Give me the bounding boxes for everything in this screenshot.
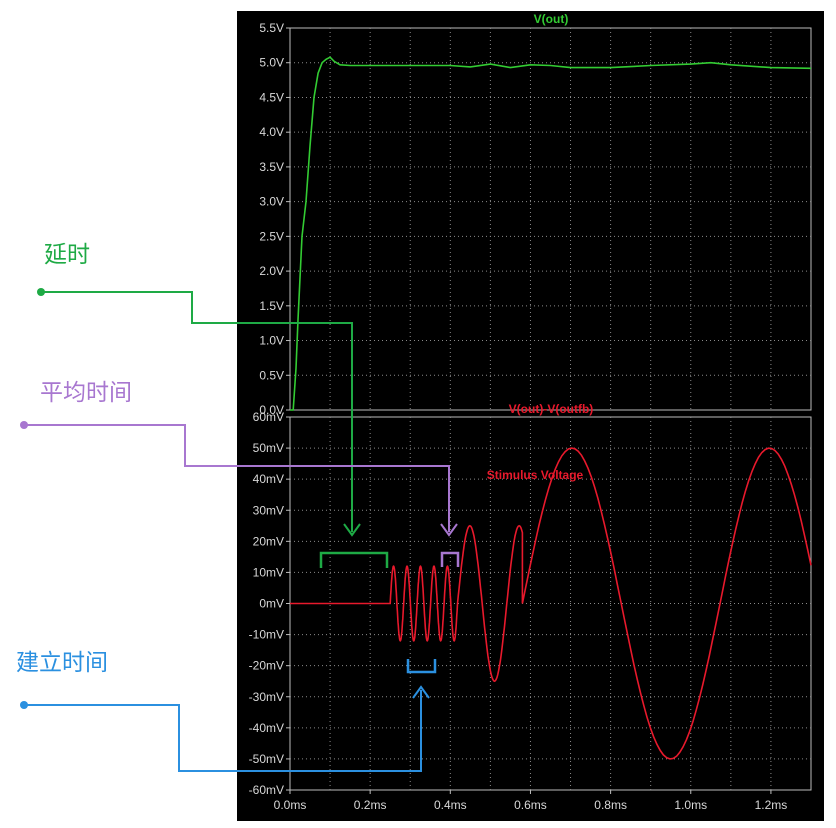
y-tick-label: 2.0V: [259, 264, 284, 278]
delay-bracket: [319, 551, 389, 568]
avg-arrow-icon: [440, 523, 458, 537]
top-grid: [290, 28, 811, 410]
y-tick-label: 10mV: [253, 565, 284, 579]
x-tick-label: 1.0ms: [674, 798, 707, 812]
avg-annotation: 平均时间: [20, 380, 460, 567]
bottom-plot-title: V(out)-V(outfb): [509, 402, 594, 416]
y-tick-label: 2.5V: [259, 229, 284, 243]
y-tick-label: -60mV: [249, 783, 284, 797]
y-tick-label: -50mV: [249, 752, 284, 766]
y-tick-label: 1.5V: [259, 299, 284, 313]
y-tick-label: 3.5V: [259, 160, 284, 174]
y-tick-label: 1.0V: [259, 334, 284, 348]
bottom-y-ticks: -60mV -50mV -40mV -30mV -20mV -10mV 0mV 10mV 20m…: [249, 410, 290, 797]
y-tick-label: 40mV: [253, 472, 284, 486]
settle-label: 建立时间: [16, 650, 108, 676]
settle-connector: [24, 690, 422, 772]
y-tick-label: 5.0V: [259, 56, 284, 70]
avg-label: 平均时间: [40, 380, 132, 406]
y-tick-label: -20mV: [249, 659, 284, 673]
top-y-ticks: 0.0V 0.5V 1.0V 1.5V 2.0V 2.5V 3.0V 3.5V 4.0V 4.5V…: [259, 21, 290, 417]
x-tick-label: 1.2ms: [755, 798, 788, 812]
top-plot-border: [289, 27, 812, 411]
delay-arrow-icon: [343, 523, 361, 537]
y-tick-label: 0mV: [259, 597, 284, 611]
y-tick-label: 5.5V: [259, 21, 284, 35]
vout-series-line: [290, 56, 812, 411]
y-tick-label: 0.5V: [259, 368, 284, 382]
delay-annotation: 延时: [37, 242, 389, 568]
x-ticks: 0.0ms 0.2ms 0.4ms 0.6ms 0.8ms 1.0ms 1.2ms: [274, 790, 788, 812]
y-tick-label: 20mV: [253, 534, 284, 548]
settle-bracket: [406, 659, 437, 674]
diff-series-line: [290, 447, 812, 760]
y-tick-label: 50mV: [253, 441, 284, 455]
delay-label: 延时: [44, 242, 90, 268]
stimulus-label: Stimulus Voltage: [487, 468, 584, 482]
x-tick-label: 0.8ms: [594, 798, 627, 812]
y-tick-label: -40mV: [249, 721, 284, 735]
y-tick-label: -30mV: [249, 690, 284, 704]
x-tick-label: 0.2ms: [354, 798, 387, 812]
x-tick-label: 0.0ms: [274, 798, 307, 812]
y-tick-label: 0.0V: [259, 403, 284, 417]
delay-connector: [41, 291, 353, 532]
y-tick-label: 30mV: [253, 503, 284, 517]
y-tick-label: 3.0V: [259, 195, 284, 209]
y-tick-label: 4.0V: [259, 125, 284, 139]
settle-arrow-icon: [412, 685, 430, 699]
settle-annotation: 建立时间: [16, 650, 437, 772]
avg-bracket: [440, 551, 460, 567]
y-tick-label: 4.5V: [259, 90, 284, 104]
x-tick-label: 0.6ms: [514, 798, 547, 812]
y-tick-label: -10mV: [249, 628, 284, 642]
top-plot-title: V(out): [534, 12, 569, 26]
avg-connector: [24, 424, 450, 532]
bottom-grid: [290, 417, 811, 790]
x-tick-label: 0.4ms: [434, 798, 467, 812]
y-tick-label: 60mV: [253, 410, 284, 424]
